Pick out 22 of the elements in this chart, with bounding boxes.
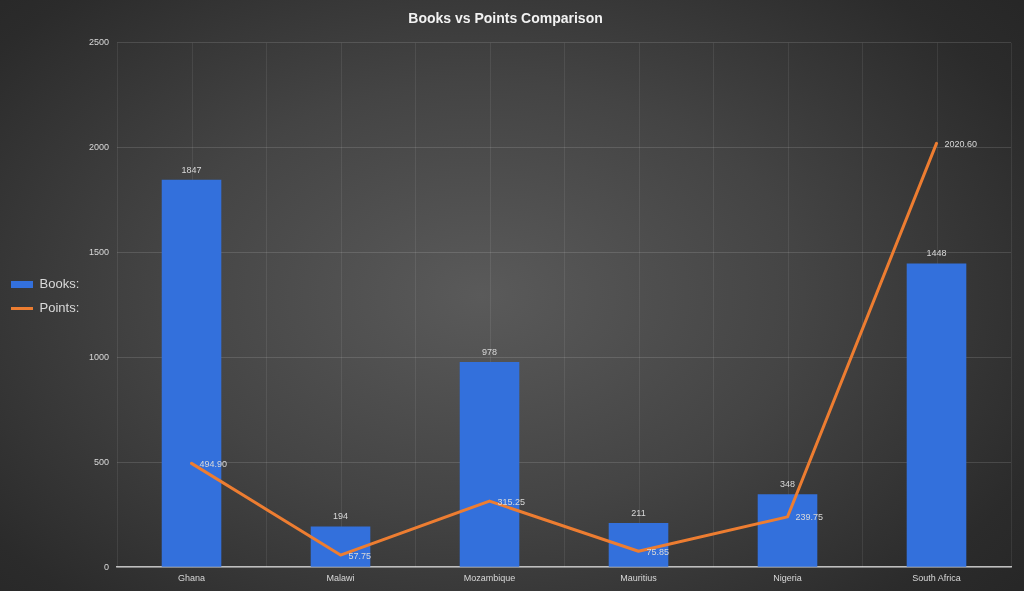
y-tick-label: 1500 (88, 247, 110, 258)
legend-label: Books: (39, 276, 80, 292)
data-label: 348 (779, 479, 796, 490)
data-label: 194 (333, 511, 349, 522)
data-label: 1448 (926, 248, 947, 259)
y-tick-label: 2500 (88, 37, 110, 48)
data-label: 978 (482, 347, 498, 358)
y-tick-label: 0 (104, 561, 110, 572)
x-tick-label: Nigeria (773, 573, 802, 584)
x-tick-label: Malawi (326, 573, 355, 584)
data-label: 1847 (181, 164, 202, 175)
x-tick-label: Mozambique (463, 573, 516, 584)
data-label: 211 (631, 507, 646, 518)
chart-title: Books vs Points Comparison (408, 10, 603, 27)
x-tick-label: South Africa (912, 573, 961, 584)
data-label: 2020.60 (944, 138, 978, 149)
x-tick-label: Ghana (178, 573, 206, 584)
y-tick-label: 1000 (88, 351, 110, 362)
y-tick-label: 2000 (88, 142, 110, 153)
legend-label: Points: (39, 300, 80, 316)
y-tick-label: 500 (93, 456, 110, 467)
x-tick-label: Mauritius (620, 573, 658, 584)
